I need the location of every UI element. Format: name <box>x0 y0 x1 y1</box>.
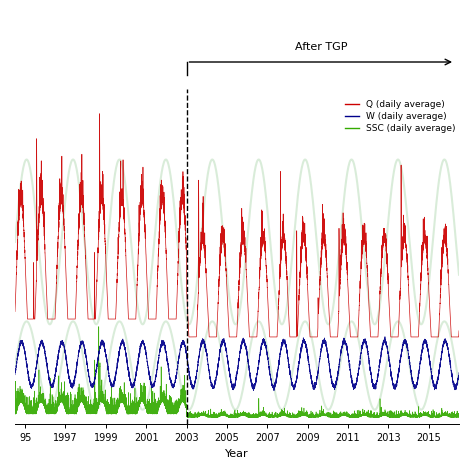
Legend: Q (daily average), W (daily average), SSC (daily average): Q (daily average), W (daily average), SS… <box>341 97 459 137</box>
X-axis label: Year: Year <box>225 449 249 459</box>
Text: After TGP: After TGP <box>294 42 347 52</box>
